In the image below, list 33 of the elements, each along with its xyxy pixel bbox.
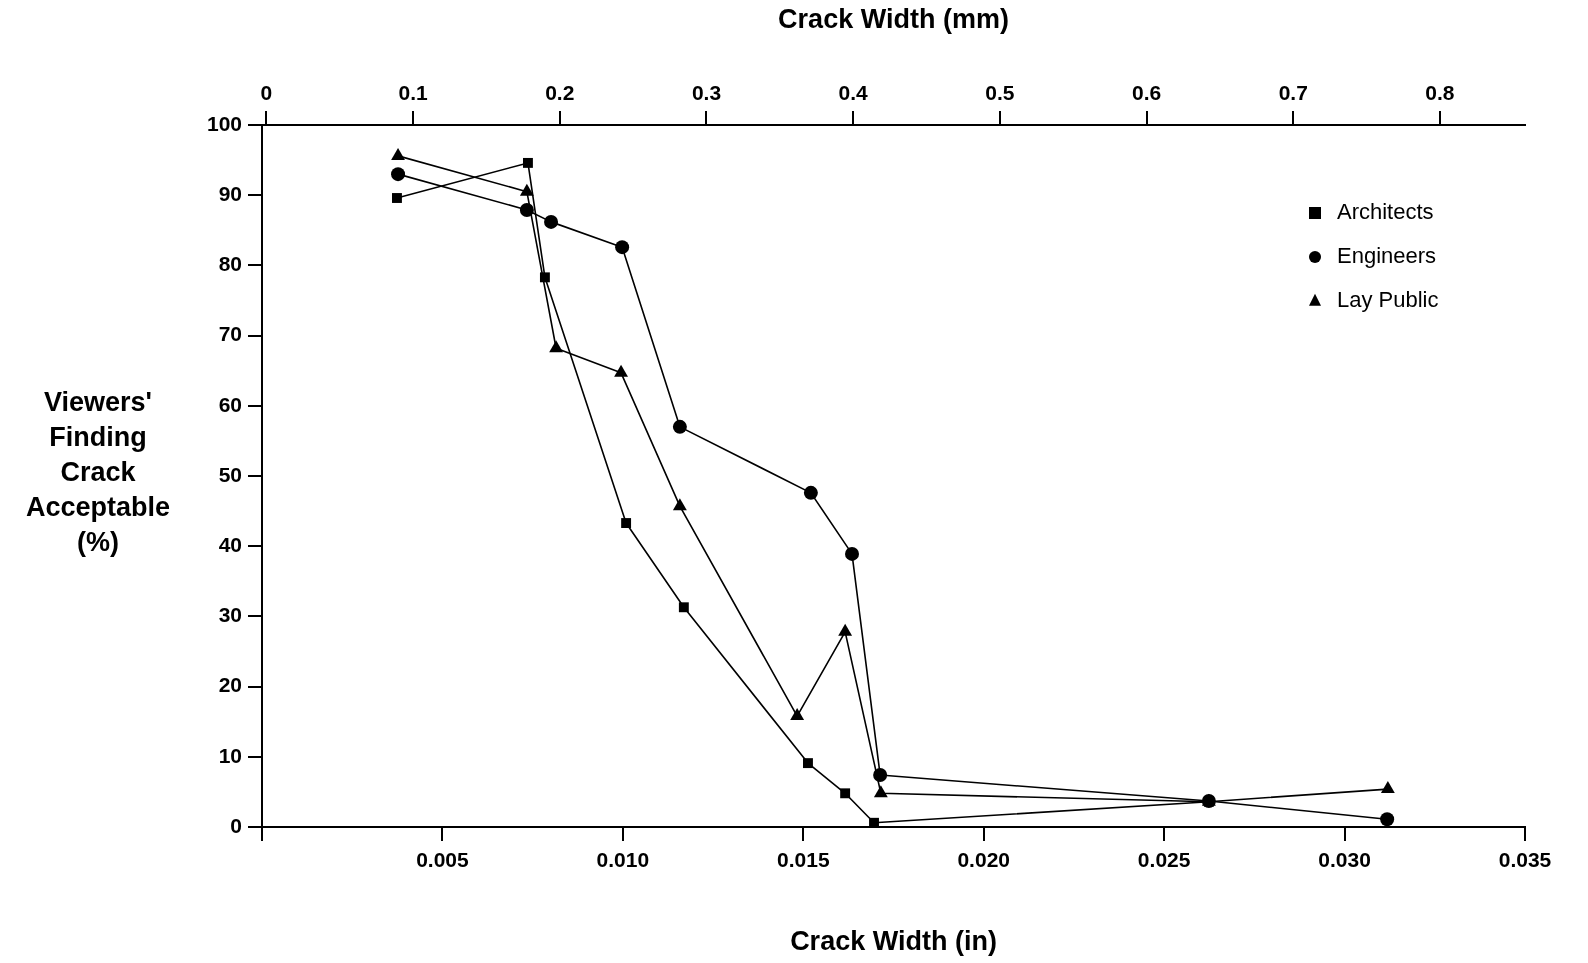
x2-tick-label: 0.5 (985, 81, 1015, 105)
x2-tick-label: 0.6 (1131, 81, 1162, 105)
y-tick-label: 0 (230, 813, 242, 837)
x-tick-label: 0.005 (416, 848, 470, 872)
y-tick-label: 30 (218, 603, 242, 627)
y-tick-label: 70 (218, 322, 242, 346)
legend-label: Engineers (1337, 243, 1437, 269)
x-tick-label: 0.020 (957, 848, 1010, 872)
legend-label: Architects (1337, 199, 1434, 225)
x2-tick-label: 0.3 (691, 81, 722, 105)
legend-label: Lay Public (1337, 287, 1439, 313)
x2-tick-label: 0.1 (398, 81, 428, 105)
y-tick-label: 80 (218, 252, 242, 276)
x2-axis-title: Crack Width (mm) (778, 3, 1009, 34)
x-tick-label: 0.030 (1318, 848, 1371, 872)
y-tick-label: 50 (218, 462, 242, 486)
y-tick-label: 20 (218, 673, 242, 697)
y-tick-label: 100 (206, 111, 242, 135)
y-tick-label: 60 (218, 392, 242, 416)
y-axis-title: Viewers' Finding Crack Acceptable (%) (24, 386, 172, 559)
y-tick-label: 10 (218, 743, 242, 767)
x2-tick-label: 0.2 (545, 81, 575, 105)
x2-tick-label: 0.4 (838, 81, 869, 105)
y-tick-label: 40 (218, 533, 242, 556)
y-tick-label: 90 (218, 182, 242, 205)
x2-tick-label: 0.8 (1425, 81, 1455, 105)
x2-tick-label: 0.7 (1278, 81, 1308, 105)
x2-tick-label: 0 (260, 81, 273, 105)
x-tick-label: 0.015 (777, 848, 830, 872)
x-axis-title: Crack Width (in) (790, 926, 997, 957)
x-tick-label: 0.010 (596, 848, 650, 872)
x-tick-label: 0.025 (1137, 848, 1191, 872)
x-tick-label: 0.035 (1498, 848, 1552, 872)
